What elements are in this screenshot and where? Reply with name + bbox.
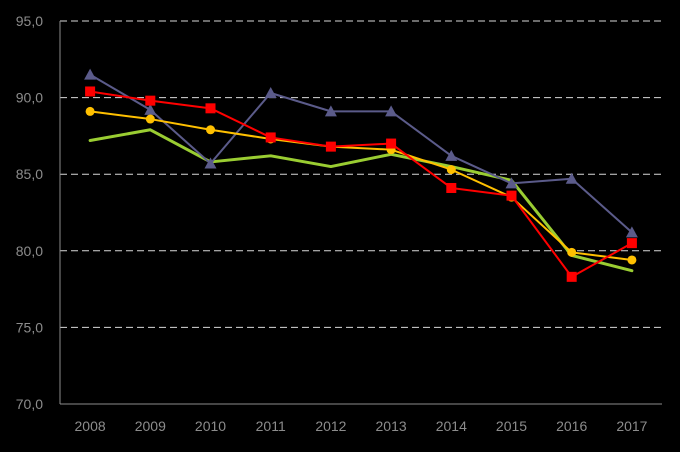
data-point <box>566 271 577 282</box>
axes <box>59 21 662 405</box>
y-tick-label: 85,0 <box>16 166 43 182</box>
data-point <box>506 190 517 201</box>
series-line-1 <box>88 128 634 273</box>
data-point <box>445 149 458 161</box>
series-line-3 <box>89 110 633 261</box>
data-point <box>565 172 578 184</box>
x-axis-tick-labels: 2008 2009 2010 2011 2012 2013 2014 2015 2016 2017 <box>75 418 648 434</box>
data-point <box>144 103 157 115</box>
data-point <box>625 226 638 238</box>
x-tick-label: 2013 <box>376 418 407 434</box>
y-tick-label: 90,0 <box>16 90 43 106</box>
data-point <box>206 125 215 135</box>
data-point <box>265 132 276 143</box>
data-point <box>446 182 457 193</box>
x-tick-label: 2010 <box>195 418 226 434</box>
x-tick-label: 2009 <box>135 418 166 434</box>
data-point <box>446 165 456 175</box>
data-point <box>627 255 637 265</box>
data-point <box>626 238 637 249</box>
x-tick-label: 2016 <box>556 418 587 434</box>
data-point <box>505 177 518 189</box>
y-tick-label: 75,0 <box>16 319 43 335</box>
data-point <box>385 105 398 117</box>
data-point <box>84 68 97 80</box>
data-point <box>386 138 397 149</box>
x-tick-label: 2015 <box>496 418 527 434</box>
data-point <box>204 157 217 169</box>
data-point <box>145 95 156 106</box>
y-axis-tick-labels: 70,0 75,0 80,0 85,0 90,0 95,0 <box>16 13 43 412</box>
y-tick-label: 95,0 <box>16 13 43 29</box>
series-group <box>84 68 638 282</box>
x-tick-label: 2012 <box>315 418 346 434</box>
data-point <box>264 87 277 99</box>
y-tick-label: 70,0 <box>16 396 43 412</box>
data-point <box>325 141 336 152</box>
data-point <box>85 86 96 97</box>
data-point <box>145 114 155 124</box>
series-line-4 <box>89 90 633 278</box>
data-point <box>205 103 216 114</box>
x-tick-label: 2014 <box>436 418 467 434</box>
gridlines <box>60 20 662 328</box>
x-tick-label: 2017 <box>616 418 647 434</box>
data-point <box>324 105 337 117</box>
data-point <box>567 247 577 257</box>
y-tick-label: 80,0 <box>16 243 43 259</box>
data-point <box>85 106 95 116</box>
series-line-2 <box>89 73 633 234</box>
x-tick-label: 2008 <box>75 418 106 434</box>
x-tick-label: 2011 <box>256 418 286 434</box>
